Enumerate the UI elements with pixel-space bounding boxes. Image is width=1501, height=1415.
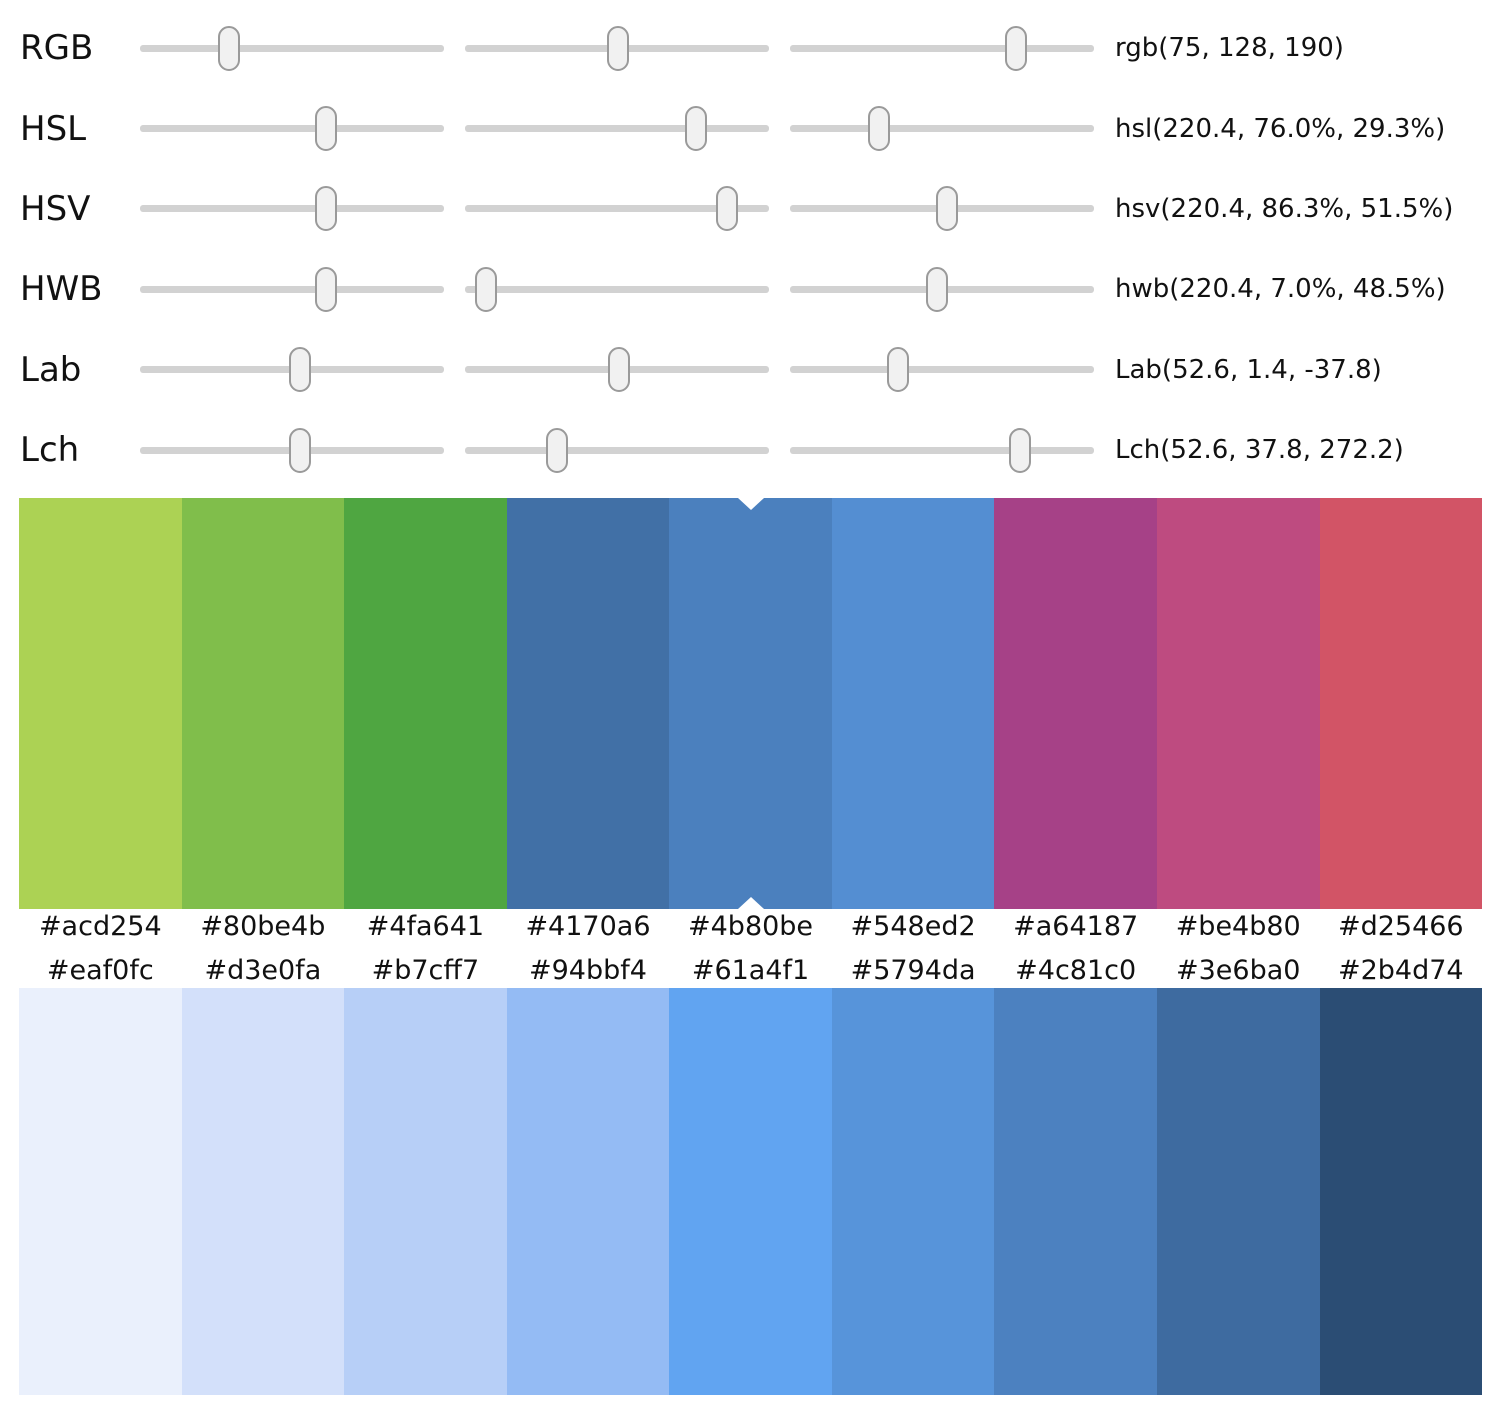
colorspace-label: HSL — [20, 108, 87, 149]
color-value-text: rgb(75, 128, 190) — [1115, 33, 1344, 64]
color-value-text: hsv(220.4, 86.3%, 51.5%) — [1115, 193, 1454, 224]
selected-swatch-notch-bottom — [737, 897, 764, 909]
color-swatch-3e6ba0[interactable] — [1156, 988, 1320, 1395]
color-swatch-2b4d74[interactable] — [1319, 988, 1483, 1395]
hex-code-label: #a64187 — [1013, 911, 1139, 942]
slider-thumb-hsv-3[interactable] — [935, 186, 958, 232]
slider-track-rgb-2[interactable] — [465, 25, 769, 71]
slider-row-hwb: HWB hwb(220.4, 7.0%, 48.5%) — [0, 249, 1501, 329]
slider-track-lch-3[interactable] — [790, 427, 1094, 473]
color-swatch-b7cff7[interactable] — [344, 988, 507, 1395]
color-value-text: hsl(220.4, 76.0%, 29.3%) — [1115, 113, 1446, 144]
color-swatch-61a4f1[interactable] — [669, 988, 832, 1395]
color-swatch-d25466[interactable] — [1319, 498, 1483, 909]
colorspace-label: HSV — [20, 188, 91, 229]
slider-track-hwb-2[interactable] — [465, 266, 769, 312]
color-value-text: Lab(52.6, 1.4, -37.8) — [1115, 354, 1382, 385]
slider-thumb-lch-1[interactable] — [288, 427, 311, 473]
hex-code-label: #548ed2 — [850, 911, 976, 942]
color-swatch-4170a6[interactable] — [506, 498, 670, 909]
hex-code-label: #4fa641 — [366, 911, 485, 942]
slider-track-lch-1[interactable] — [140, 427, 444, 473]
slider-panel: RGB rgb(75, 128, 190) HSL hsl(2 — [0, 8, 1501, 490]
slider-row-rgb: RGB rgb(75, 128, 190) — [0, 8, 1501, 88]
color-swatch-d3e0fa[interactable] — [181, 988, 345, 1395]
color-swatch-4fa641[interactable] — [344, 498, 507, 909]
slider-track-lab-2[interactable] — [465, 347, 769, 393]
slider-row-hsv: HSV hsv(220.4, 86.3%, 51.5%) — [0, 169, 1501, 249]
tint-shade-palette-hex-labels: #eaf0fc #d3e0fa #b7cff7 #94bbf4 #61a4f1 #5794… — [19, 956, 1482, 986]
slider-track-hsl-1[interactable] — [140, 106, 444, 152]
color-swatch-548ed2[interactable] — [831, 498, 995, 909]
hex-code-label: #d3e0fa — [204, 955, 322, 986]
slider-thumb-lch-2[interactable] — [545, 427, 568, 473]
hex-code-label: #2b4d74 — [1337, 955, 1464, 986]
hex-code-label: #be4b80 — [1175, 911, 1301, 942]
slider-thumb-hsv-1[interactable] — [315, 186, 338, 232]
color-swatch-94bbf4[interactable] — [506, 988, 670, 1395]
slider-track-lab-3[interactable] — [790, 347, 1094, 393]
slider-thumb-hsv-2[interactable] — [716, 186, 739, 232]
slider-thumb-hsl-3[interactable] — [868, 106, 891, 152]
slider-track-hsl-2[interactable] — [465, 106, 769, 152]
slider-thumb-lab-3[interactable] — [886, 347, 909, 393]
colorspace-label: RGB — [20, 28, 94, 69]
hex-code-label: #94bbf4 — [528, 955, 647, 986]
slider-thumb-lch-3[interactable] — [1008, 427, 1031, 473]
color-swatch-4b80be[interactable] — [669, 498, 832, 909]
slider-thumb-lab-1[interactable] — [288, 347, 311, 393]
slider-track-hsv-3[interactable] — [790, 186, 1094, 232]
color-swatch-5794da[interactable] — [831, 988, 995, 1395]
slider-thumb-hsl-2[interactable] — [685, 106, 708, 152]
colorspace-label: HWB — [20, 269, 103, 310]
slider-track-hsv-1[interactable] — [140, 186, 444, 232]
slider-thumb-rgb-1[interactable] — [218, 25, 241, 71]
slider-thumb-lab-2[interactable] — [608, 347, 631, 393]
slider-thumb-hwb-3[interactable] — [926, 266, 949, 312]
hex-code-label: #b7cff7 — [371, 955, 480, 986]
slider-track-lch-2[interactable] — [465, 427, 769, 473]
hex-code-label: #4b80be — [688, 911, 814, 942]
hex-code-label: #eaf0fc — [46, 955, 154, 986]
hex-code-label: #61a4f1 — [691, 955, 810, 986]
hue-palette-hex-labels: #acd254 #80be4b #4fa641 #4170a6 #4b80be #548e… — [19, 912, 1482, 942]
color-value-text: hwb(220.4, 7.0%, 48.5%) — [1115, 274, 1446, 305]
colorspace-label: Lab — [20, 349, 82, 390]
color-swatch-80be4b[interactable] — [181, 498, 345, 909]
tint-shade-palette — [19, 988, 1483, 1395]
color-swatch-eaf0fc[interactable] — [19, 988, 182, 1395]
hex-code-label: #80be4b — [200, 911, 326, 942]
slider-thumb-rgb-2[interactable] — [606, 25, 629, 71]
color-swatch-be4b80[interactable] — [1156, 498, 1320, 909]
hex-code-label: #d25466 — [1337, 911, 1464, 942]
color-swatch-a64187[interactable] — [994, 498, 1157, 909]
selected-swatch-notch-top — [737, 498, 764, 510]
slider-row-lch: Lch Lch(52.6, 37.8, 272.2) — [0, 410, 1501, 490]
hex-code-label: #5794da — [850, 955, 976, 986]
hex-code-label: #3e6ba0 — [1175, 955, 1301, 986]
hue-palette — [19, 498, 1483, 909]
color-value-text: Lch(52.6, 37.8, 272.2) — [1115, 435, 1404, 466]
slider-row-lab: Lab Lab(52.6, 1.4, -37.8) — [0, 330, 1501, 410]
slider-track-hwb-3[interactable] — [790, 266, 1094, 312]
hex-code-label: #4c81c0 — [1015, 955, 1137, 986]
slider-thumb-hwb-1[interactable] — [315, 266, 338, 312]
slider-row-hsl: HSL hsl(220.4, 76.0%, 29.3%) — [0, 88, 1501, 168]
color-swatch-4c81c0[interactable] — [994, 988, 1157, 1395]
hex-code-label: #4170a6 — [525, 911, 651, 942]
hex-code-label: #acd254 — [38, 911, 162, 942]
slider-track-hsl-3[interactable] — [790, 106, 1094, 152]
slider-thumb-rgb-3[interactable] — [1005, 25, 1028, 71]
slider-track-hsv-2[interactable] — [465, 186, 769, 232]
slider-thumb-hsl-1[interactable] — [315, 106, 338, 152]
slider-track-hwb-1[interactable] — [140, 266, 444, 312]
slider-track-lab-1[interactable] — [140, 347, 444, 393]
slider-thumb-hwb-2[interactable] — [475, 266, 498, 312]
color-swatch-acd254[interactable] — [19, 498, 182, 909]
slider-track-rgb-1[interactable] — [140, 25, 444, 71]
colorspace-label: Lch — [20, 430, 80, 471]
slider-track-rgb-3[interactable] — [790, 25, 1094, 71]
